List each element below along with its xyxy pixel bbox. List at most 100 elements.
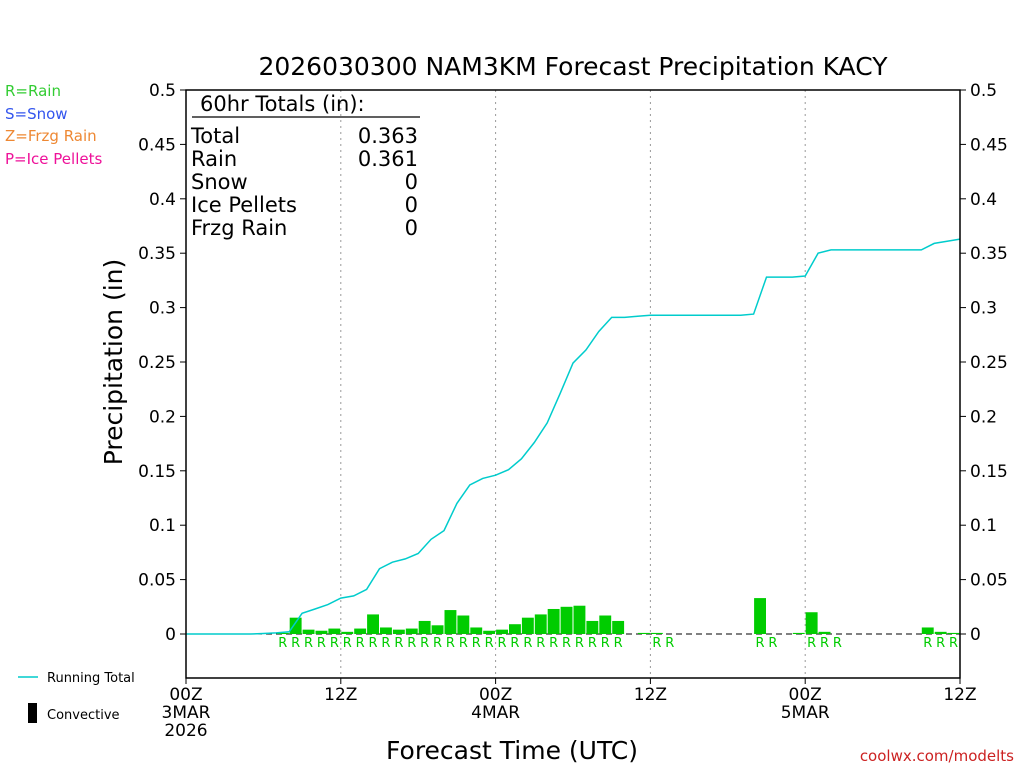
rain-marker-h23: R — [472, 636, 481, 651]
precip-bar-h36 — [638, 632, 650, 634]
rain-marker-h30: R — [562, 636, 571, 651]
rain-marker-h22: R — [459, 636, 468, 651]
precip-bar-h13 — [341, 631, 354, 634]
ytick-label-left-0: 0 — [165, 625, 176, 645]
precip-bar-h32 — [586, 620, 599, 634]
precip-bar-h26 — [509, 624, 521, 634]
legend-frzg-rain: Z=Frzg Rain — [5, 127, 97, 145]
totals-value-frzg-rain: 0 — [405, 216, 418, 240]
rain-marker-h28: R — [536, 636, 545, 651]
rain-marker-h19: R — [420, 636, 429, 651]
legend-rain: R=Rain — [5, 82, 61, 100]
totals-box: 60hr Totals (in): Total 0.363 Rain 0.361… — [190, 92, 420, 240]
precip-bar-h60 — [947, 632, 960, 634]
rain-marker-h21: R — [446, 636, 455, 651]
ytick-label-right-3: 0.15 — [970, 462, 1008, 482]
totals-value-rain: 0.361 — [358, 147, 418, 171]
ytick-label-right-6: 0.3 — [970, 299, 997, 319]
totals-value-ice-pellets: 0 — [405, 193, 418, 217]
ytick-label-left-6: 0.3 — [149, 299, 176, 319]
totals-heading: 60hr Totals (in): — [200, 92, 365, 116]
precip-bar-h30 — [560, 606, 573, 634]
rain-marker-h27: R — [523, 636, 532, 651]
totals-label-snow: Snow — [191, 170, 248, 194]
precip-bar-h45 — [754, 598, 766, 634]
rain-marker-h60: R — [949, 636, 958, 651]
convective-legend-label: Convective — [47, 708, 120, 723]
vertical-gridlines — [340, 90, 806, 678]
xtick-label-2-0: 00Z — [479, 685, 512, 705]
xtick-label-0-2: 2026 — [164, 721, 207, 741]
precip-bar-h20 — [431, 625, 444, 634]
legend-ice-pellets: P=Ice Pellets — [5, 150, 102, 168]
series-legend: Running Total Convective — [18, 671, 135, 723]
precip-bar-h8 — [276, 632, 289, 634]
precip-bar-h49 — [805, 612, 818, 634]
precip-bar-h12 — [328, 628, 341, 634]
totals-value-snow: 0 — [405, 170, 418, 194]
rain-marker-h11: R — [317, 636, 326, 651]
chart-title: 2026030300 NAM3KM Forecast Precipitation… — [258, 52, 888, 81]
rain-marker-h50: R — [820, 636, 829, 651]
precip-bar-h18 — [405, 628, 418, 634]
precip-bar-h23 — [470, 627, 483, 634]
precip-bar-h11 — [315, 630, 328, 634]
xtick-label-3-0: 12Z — [634, 685, 667, 705]
precip-bar-h10 — [302, 629, 315, 634]
rain-marker-h14: R — [356, 636, 365, 651]
ytick-label-right-4: 0.2 — [970, 407, 997, 427]
rain-marker-h24: R — [485, 636, 494, 651]
precip-bar-h29 — [547, 608, 560, 634]
ytick-label-left-5: 0.25 — [138, 353, 176, 373]
ytick-label-right-0: 0 — [970, 625, 981, 645]
xtick-label-1-0: 12Z — [324, 685, 357, 705]
totals-label-frzg-rain: Frzg Rain — [191, 216, 287, 240]
rain-marker-h51: R — [833, 636, 842, 651]
ytick-label-left-8: 0.4 — [149, 190, 176, 210]
totals-label-rain: Rain — [191, 147, 237, 171]
precip-bar-h15 — [367, 614, 379, 634]
rain-marker-h58: R — [923, 636, 932, 651]
x-axis-label: Forecast Time (UTC) — [386, 736, 638, 765]
ytick-label-left-9: 0.45 — [138, 135, 176, 155]
rain-marker-h17: R — [394, 636, 403, 651]
rain-marker-h15: R — [369, 636, 378, 651]
y-axis-ticks: 0 00.05 0.050.1 0.10.15 0.150.2 0.20.25 0.250.… — [138, 81, 1008, 645]
precip-bar-h28 — [534, 614, 547, 634]
plot-frame — [185, 89, 961, 679]
xtick-label-4-0: 00Z — [789, 685, 822, 705]
rain-marker-h16: R — [381, 636, 390, 651]
xtick-label-4-1: 5MAR — [781, 703, 830, 723]
precip-bar-h37 — [650, 632, 663, 634]
rain-marker-h59: R — [936, 636, 945, 651]
running-total-legend-label: Running Total — [47, 671, 135, 686]
precip-bar-h25 — [496, 629, 508, 634]
rain-marker-h20: R — [433, 636, 442, 651]
precip-bar-h17 — [392, 629, 405, 634]
xtick-label-5-0: 12Z — [943, 685, 976, 705]
precip-bar-h48 — [792, 632, 805, 634]
rain-marker-h33: R — [601, 636, 610, 651]
rain-marker-h38: R — [665, 636, 674, 651]
precip-type-legend: R=Rain S=Snow Z=Frzg Rain P=Ice Pellets — [5, 82, 102, 168]
rain-marker-h25: R — [498, 636, 507, 651]
precip-bar-h27 — [521, 617, 534, 634]
precip-bar-h21 — [444, 610, 457, 634]
rain-marker-h9: R — [291, 636, 300, 651]
rain-marker-h12: R — [330, 636, 339, 651]
ytick-label-left-2: 0.1 — [149, 516, 176, 536]
ytick-label-right-7: 0.35 — [970, 244, 1008, 264]
ytick-label-left-10: 0.5 — [149, 81, 176, 101]
rain-marker-h29: R — [549, 636, 558, 651]
credit-text: coolwx.com/modelts — [860, 747, 1014, 765]
ytick-label-right-10: 0.5 — [970, 81, 997, 101]
precip-bar-h9 — [289, 617, 302, 634]
precip-bar-h33 — [599, 615, 612, 634]
y-axis-label: Precipitation (in) — [99, 259, 128, 466]
rain-marker-h37: R — [652, 636, 661, 651]
ytick-label-right-5: 0.25 — [970, 353, 1008, 373]
rain-marker-h10: R — [304, 636, 313, 651]
